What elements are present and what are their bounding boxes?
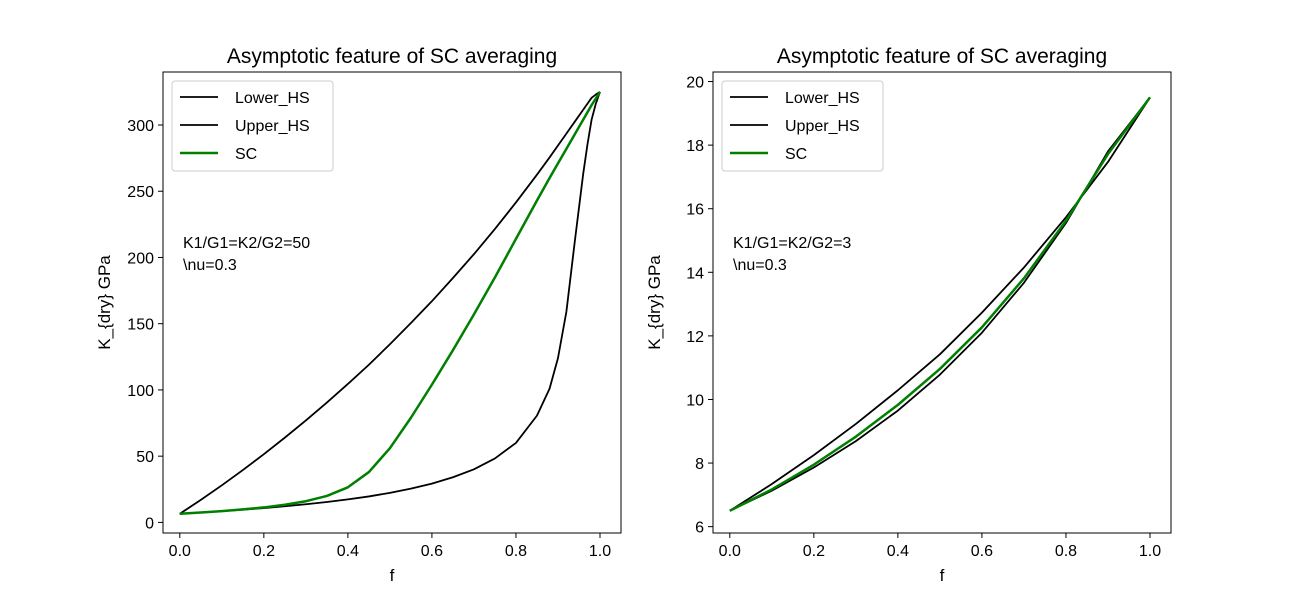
y-tick-label: 300 [127,118,154,135]
y-tick-label: 250 [127,184,154,201]
x-tick-label: 0.6 [971,543,993,560]
x-tick-label: 1.0 [589,543,611,560]
y-tick-label: 20 [686,75,704,92]
y-tick-label: 6 [695,520,704,537]
y-tick-label: 200 [127,250,154,267]
x-tick-label: 0.6 [421,543,443,560]
legend: Lower_HS Upper_HS SC [171,80,334,172]
y-tick-label: 12 [686,329,704,346]
legend: Lower_HS Upper_HS SC [721,80,884,172]
x-axis-label: f [940,566,945,585]
y-tick-label: 50 [136,449,154,466]
legend-label: Lower_HS [785,90,860,107]
x-tick-label: 0.2 [253,543,275,560]
annotation-text: \nu=0.3 [183,257,237,274]
plot-frame [162,71,622,534]
legend-box [721,80,884,172]
y-axis-label: K_{dry} GPa [645,255,664,350]
chart-title: Asymptotic feature of SC averaging [777,45,1107,68]
annotation-text: K1/G1=K2/G2=50 [183,235,310,252]
series-line-sc [729,96,1151,512]
left-chart: 0.0 0.2 0.4 0.6 0.8 1.0 0 50 100 150 200 250 300 Asym… [95,45,622,585]
x-tick-label: 0.0 [169,543,191,560]
y-axis-label: K_{dry} GPa [95,255,114,350]
y-tick-label: 8 [695,456,704,473]
y-tick-label: 100 [127,383,154,400]
legend-label: Lower_HS [235,90,310,107]
series-line-upper-hs [179,91,601,515]
legend-box [171,80,334,172]
x-tick-label: 1.0 [1139,543,1161,560]
y-tick-label: 18 [686,138,704,155]
plot-frame [712,71,1172,534]
y-tick-label: 150 [127,317,154,334]
chart-title: Asymptotic feature of SC averaging [227,45,557,68]
legend-label: Upper_HS [235,118,310,135]
legend-label: SC [235,146,257,163]
legend-label: SC [785,146,807,163]
y-tick-label: 0 [145,515,154,532]
x-tick-label: 0.8 [505,543,527,560]
x-tick-label: 0.4 [337,543,359,560]
annotation-text: K1/G1=K2/G2=3 [733,235,851,252]
right-chart: 0.0 0.2 0.4 0.6 0.8 1.0 6 8 10 12 14 16 18 20 Asymptot… [645,45,1172,585]
series-line-sc [179,91,602,516]
x-tick-label: 0.8 [1055,543,1077,560]
x-axis-label: f [390,566,395,585]
x-tick-label: 0.4 [887,543,909,560]
y-tick-label: 14 [686,265,704,282]
y-tick-label: 10 [686,392,704,409]
annotation-text: \nu=0.3 [733,257,787,274]
x-tick-label: 0.2 [803,543,825,560]
legend-label: Upper_HS [785,118,860,135]
y-tick-label: 16 [686,202,704,219]
x-tick-label: 0.0 [719,543,741,560]
